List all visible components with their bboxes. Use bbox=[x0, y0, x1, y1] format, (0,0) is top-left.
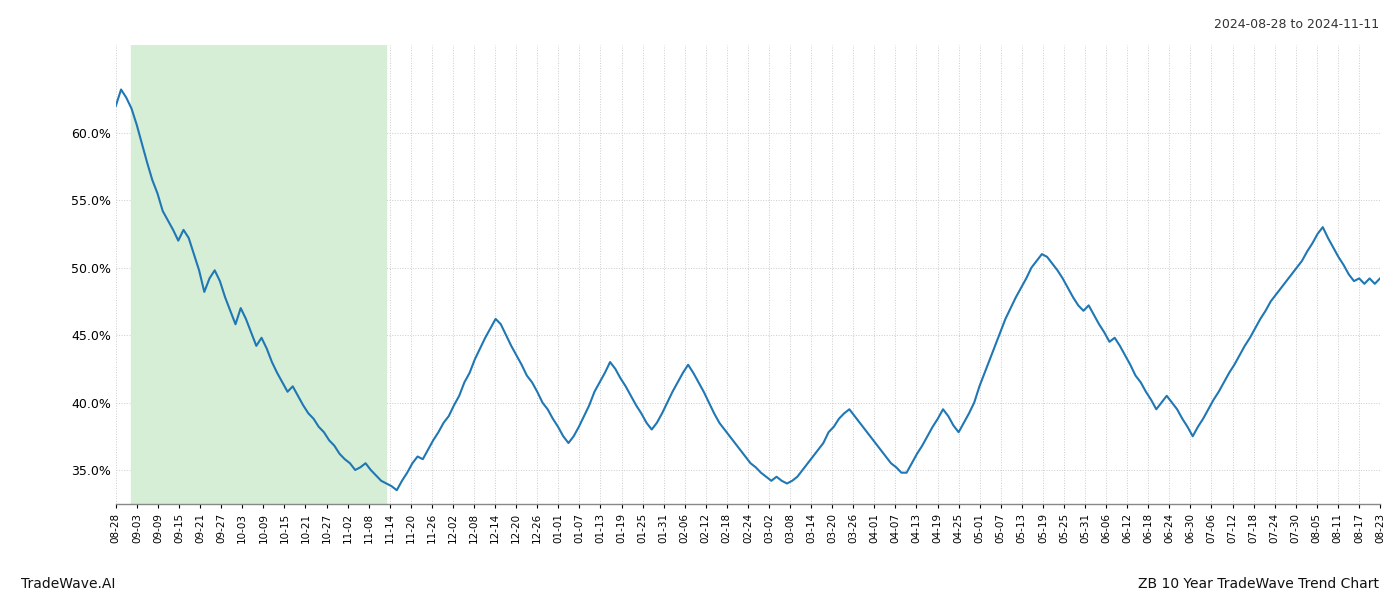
Text: 2024-08-28 to 2024-11-11: 2024-08-28 to 2024-11-11 bbox=[1214, 18, 1379, 31]
Text: TradeWave.AI: TradeWave.AI bbox=[21, 577, 115, 591]
Text: ZB 10 Year TradeWave Trend Chart: ZB 10 Year TradeWave Trend Chart bbox=[1138, 577, 1379, 591]
Bar bbox=[132, 45, 386, 504]
